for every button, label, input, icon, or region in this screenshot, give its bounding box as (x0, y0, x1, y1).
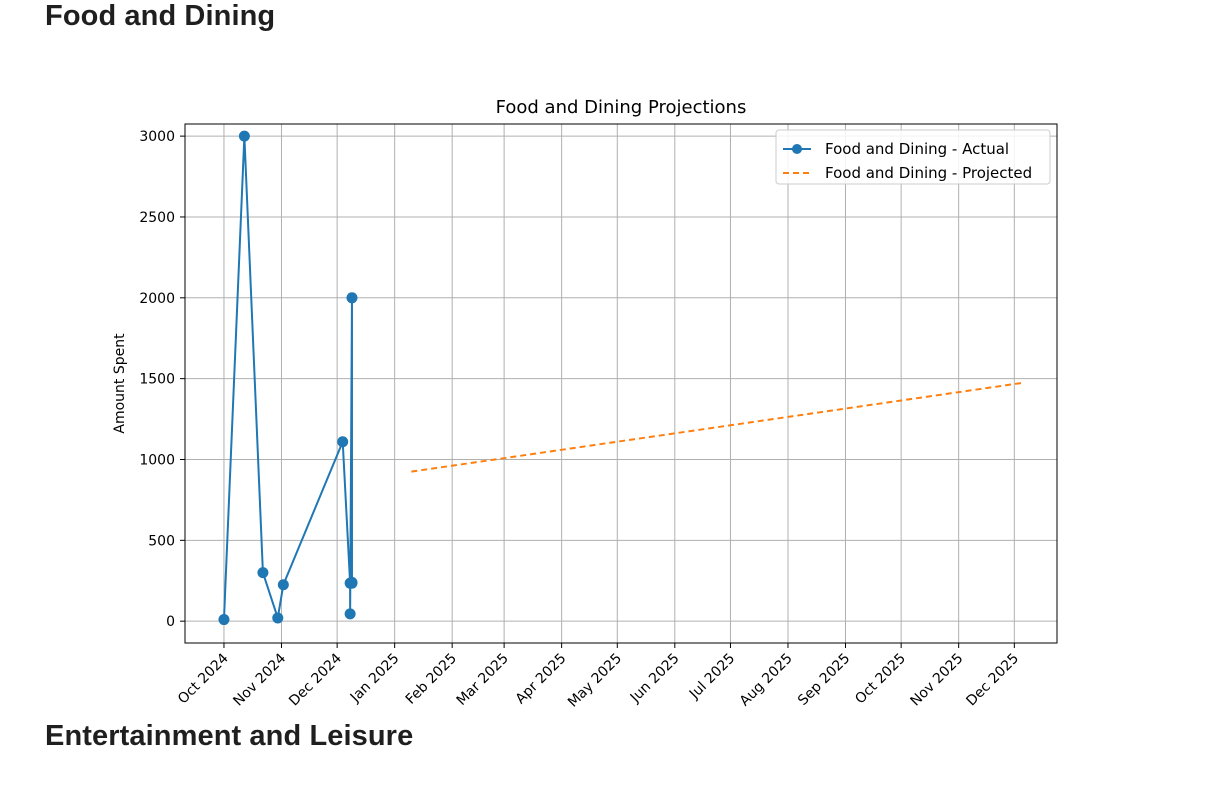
data-point (337, 436, 349, 448)
data-point (346, 577, 358, 589)
section-heading-food: Food and Dining (45, 0, 276, 32)
x-tick-label: Sep 2025 (795, 651, 853, 709)
legend-label-projected: Food and Dining - Projected (825, 164, 1032, 182)
chart-legend: Food and Dining - Actual Food and Dining… (775, 129, 1051, 185)
data-point (344, 608, 356, 620)
x-tick-label: Aug 2025 (737, 651, 796, 710)
x-tick-label: Jul 2025 (686, 651, 738, 703)
y-tick-label: 3000 (139, 129, 175, 145)
plot-frame (184, 123, 1058, 644)
data-point (257, 567, 269, 579)
data-point (277, 579, 289, 591)
section-heading-entertainment: Entertainment and Leisure (45, 720, 414, 752)
series-layer (218, 130, 1024, 626)
x-tick-label: Nov 2024 (230, 650, 289, 709)
legend-marker-actual (792, 144, 802, 154)
x-tick-label: Apr 2025 (513, 651, 570, 708)
legend-label-actual: Food and Dining - Actual (825, 140, 1009, 158)
data-point (218, 614, 230, 626)
x-tick-label: Dec 2024 (286, 650, 345, 709)
x-tick-label: Feb 2025 (403, 651, 460, 708)
y-tick-label: 0 (166, 614, 175, 630)
y-axis-label: Amount Spent (112, 333, 128, 434)
x-tick-label: Oct 2024 (175, 650, 232, 707)
series-line-projected (411, 381, 1024, 473)
x-tick-label: Jan 2025 (347, 651, 403, 707)
y-tick-label: 1000 (139, 452, 175, 468)
y-tick-label: 2000 (139, 291, 175, 307)
x-tick-label: Mar 2025 (454, 651, 512, 709)
x-tick-label: May 2025 (565, 651, 625, 711)
legend-box (775, 129, 1051, 185)
data-point (346, 292, 358, 304)
x-tick-label: Dec 2025 (963, 651, 1022, 710)
series-line-actual (222, 135, 353, 620)
data-point (272, 612, 284, 624)
y-tick-label: 2500 (139, 210, 175, 226)
y-tick-label: 1500 (139, 372, 175, 388)
y-tick-label: 500 (148, 533, 175, 549)
y-axis-ticks: 0 500 1000 1500 2000 2500 3000 (139, 129, 185, 630)
chart-title: Food and Dining Projections (496, 97, 747, 118)
data-point (238, 130, 250, 142)
x-tick-label: Nov 2025 (908, 651, 967, 710)
x-tick-label: Jun 2025 (627, 651, 683, 707)
grid-lines (185, 124, 1057, 643)
x-tick-label: Oct 2025 (852, 651, 909, 708)
